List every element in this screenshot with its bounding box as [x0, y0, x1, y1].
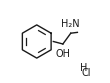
Text: H₂N: H₂N: [61, 19, 79, 29]
Text: Cl: Cl: [82, 68, 92, 78]
Text: H: H: [80, 63, 87, 73]
Text: OH: OH: [56, 49, 71, 59]
